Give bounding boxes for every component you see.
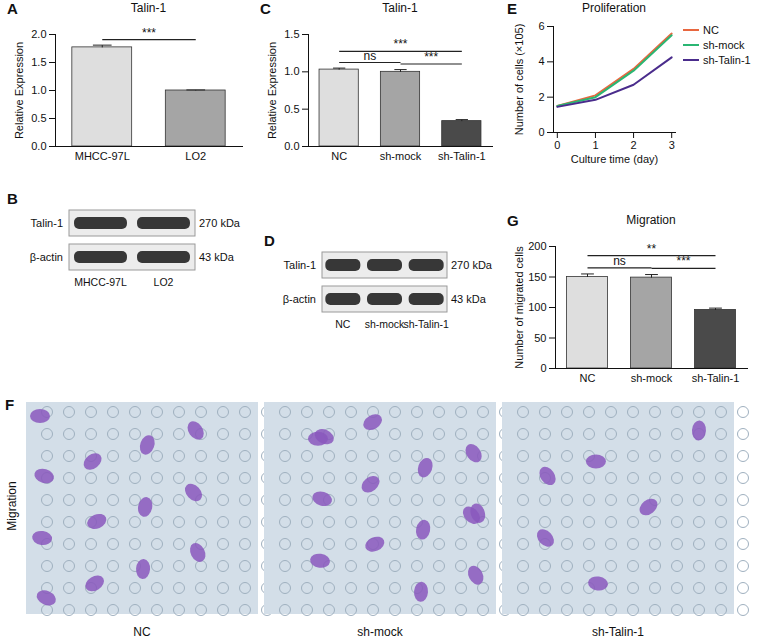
svg-text:270 kDa: 270 kDa: [199, 217, 241, 229]
svg-text:NC: NC: [133, 625, 151, 639]
html-text:NC: NC: [703, 23, 719, 36]
svg-text:sh-Talin-1: sh-Talin-1: [592, 625, 644, 639]
svg-text:4: 4: [538, 55, 544, 67]
svg-text:3: 3: [669, 139, 675, 151]
svg-text:MHCC-97L: MHCC-97L: [75, 150, 130, 162]
svg-text:LO2: LO2: [154, 276, 174, 288]
svg-text:NC: NC: [335, 318, 351, 330]
svg-text:0.0: 0.0: [284, 140, 299, 152]
svg-text:0.0: 0.0: [31, 140, 46, 152]
svg-text:43 kDa: 43 kDa: [451, 293, 487, 305]
html-text:Migration: Migration: [626, 213, 676, 227]
svg-text:LO2: LO2: [185, 150, 206, 162]
html-text:Talin-1: Talin-1: [382, 1, 418, 15]
svg-text:NC: NC: [331, 150, 347, 162]
svg-text:100: 100: [528, 301, 546, 313]
html-text:E: E: [507, 0, 517, 17]
html-text:F: F: [5, 396, 15, 413]
svg-text:sh-Talin-1: sh-Talin-1: [438, 150, 486, 162]
html-text:D: D: [264, 232, 275, 249]
svg-text:0: 0: [554, 139, 560, 151]
svg-text:sh-mock: sh-mock: [357, 625, 403, 639]
svg-text:1.5: 1.5: [284, 28, 299, 40]
html-text:sh-Talin-1: sh-Talin-1: [703, 53, 751, 66]
svg-text:50: 50: [534, 332, 546, 344]
svg-text:2: 2: [538, 91, 544, 103]
svg-text:2.0: 2.0: [31, 28, 46, 40]
svg-text:0: 0: [538, 126, 544, 138]
svg-text:***: ***: [142, 26, 156, 40]
svg-text:Talin-1: Talin-1: [31, 217, 63, 229]
svg-text:Number of cells (×105): Number of cells (×105): [513, 24, 525, 136]
svg-text:***: ***: [424, 50, 438, 64]
svg-text:sh-mock: sh-mock: [380, 150, 422, 162]
svg-text:Talin-1: Talin-1: [284, 259, 316, 271]
svg-text:0: 0: [540, 362, 546, 374]
html-text:A: A: [7, 0, 18, 17]
svg-text:ns: ns: [363, 49, 376, 63]
svg-text:0.5: 0.5: [284, 103, 299, 115]
svg-text:Relative Expression: Relative Expression: [266, 42, 278, 139]
svg-text:Migration: Migration: [5, 481, 19, 530]
svg-text:270 kDa: 270 kDa: [451, 259, 493, 271]
svg-text:**: **: [647, 242, 657, 256]
html-text:Proliferation: Proliferation: [582, 1, 646, 15]
svg-text:1: 1: [592, 139, 598, 151]
html-text:C: C: [260, 0, 271, 17]
svg-text:200: 200: [528, 240, 546, 252]
svg-text:sh-mock: sh-mock: [631, 372, 673, 384]
svg-text:1.0: 1.0: [31, 84, 46, 96]
html-text:B: B: [7, 190, 18, 207]
svg-text:sh-Talin-1: sh-Talin-1: [692, 372, 740, 384]
svg-text:β-actin: β-actin: [283, 293, 316, 305]
html-text:G: G: [507, 212, 519, 229]
svg-text:***: ***: [393, 37, 407, 51]
svg-text:1.0: 1.0: [284, 65, 299, 77]
svg-text:6: 6: [538, 20, 544, 32]
svg-text:150: 150: [528, 271, 546, 283]
html-text:sh-mock: sh-mock: [703, 38, 745, 51]
svg-text:β-actin: β-actin: [30, 251, 63, 263]
svg-text:1.5: 1.5: [31, 56, 46, 68]
svg-text:0.5: 0.5: [31, 112, 46, 124]
svg-text:***: ***: [676, 254, 690, 268]
svg-text:Relative Expression: Relative Expression: [13, 42, 25, 139]
svg-text:2: 2: [631, 139, 637, 151]
svg-text:sh-mock: sh-mock: [365, 318, 405, 330]
svg-text:MHCC-97L: MHCC-97L: [74, 276, 127, 288]
svg-text:Number of migrated cells: Number of migrated cells: [513, 246, 525, 369]
svg-text:NC: NC: [580, 372, 596, 384]
html-text:Talin-1: Talin-1: [130, 1, 167, 15]
svg-text:43 kDa: 43 kDa: [199, 251, 235, 263]
svg-text:sh-Talin-1: sh-Talin-1: [403, 318, 449, 330]
svg-text:ns: ns: [613, 254, 626, 268]
svg-text:Culture time (day): Culture time (day): [571, 153, 658, 165]
